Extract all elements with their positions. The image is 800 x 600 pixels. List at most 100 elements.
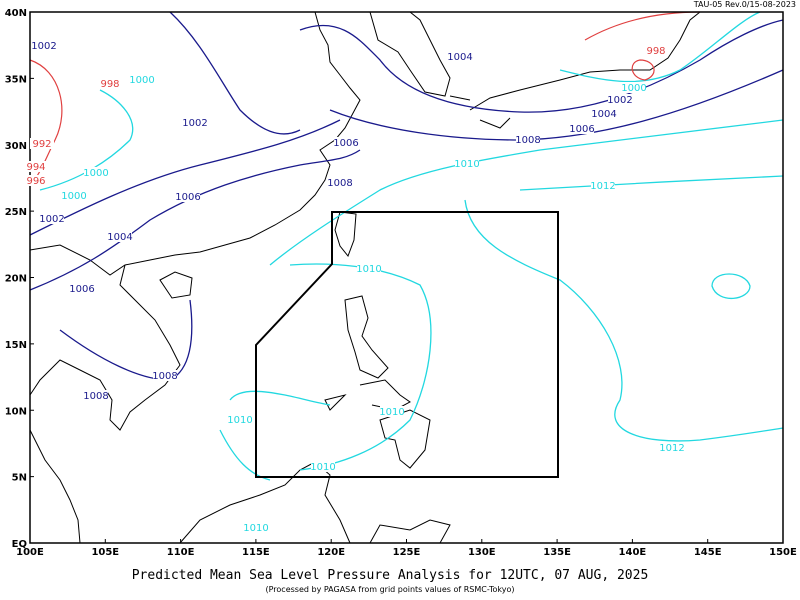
contour-label-bg [608, 94, 632, 105]
isobar [519, 175, 784, 191]
contour-label: 1004 [447, 52, 472, 63]
contour-label: 1010 [454, 159, 479, 170]
contour-label: 1000 [83, 168, 108, 179]
contour-label-bg [228, 414, 252, 425]
contour-label: 1012 [590, 181, 615, 192]
lon-label: 130E [468, 547, 496, 558]
lon-label: 140E [619, 547, 647, 558]
contour-label-bg [30, 138, 54, 149]
contour-label: 1008 [327, 178, 352, 189]
isobar [219, 390, 331, 481]
isobar [711, 273, 751, 300]
coast-indochina [29, 264, 181, 544]
coast-japan [449, 11, 701, 129]
lon-label: 100E [16, 547, 44, 558]
coast-asia [29, 11, 361, 276]
revision-label: TAU-05 Rev.0/15-08-2023 [693, 0, 796, 9]
map-title: Predicted Mean Sea Level Pressure Analys… [132, 568, 649, 583]
contour-label-bg [108, 231, 132, 242]
contour-label: 1000 [129, 75, 154, 86]
contour-label-bg [70, 283, 94, 294]
isobar [559, 11, 761, 83]
contour-label: 998 [646, 46, 665, 57]
contour-label: 1004 [591, 109, 616, 120]
contour-label: 1002 [39, 214, 64, 225]
lat-label: 35N [5, 74, 27, 85]
contour-label-bg [334, 137, 358, 148]
contour-label: 1002 [31, 41, 56, 52]
contour-label: 1004 [107, 232, 132, 243]
contour-label-bg [660, 442, 684, 453]
lat-label: 30N [5, 141, 27, 152]
coast-korea [369, 11, 451, 97]
lon-label: 135E [543, 547, 571, 558]
contour-label: 994 [26, 162, 45, 173]
contour-label-bg [32, 40, 56, 51]
contour-label: 1006 [569, 124, 594, 135]
isobar [299, 19, 784, 113]
contour-label: 992 [32, 139, 51, 150]
contour-label: 1006 [175, 192, 200, 203]
contour-label-bg [592, 108, 616, 119]
contour-label-bg [40, 213, 64, 224]
lon-label: 150E [769, 547, 797, 558]
contour-label: 1000 [621, 83, 646, 94]
isobar [29, 119, 341, 236]
contour-label: 1008 [515, 135, 540, 146]
contour-label-bg [24, 175, 48, 186]
contour-label: 1008 [152, 371, 177, 382]
isobar [464, 199, 784, 442]
lon-label: 120E [317, 547, 345, 558]
contour-label: 1010 [243, 523, 268, 534]
map-subtitle: (Processed by PAGASA from grid points va… [265, 585, 514, 594]
contour-label-bg [622, 82, 646, 93]
lat-label: 40N [5, 8, 27, 19]
lat-label: 5N [12, 473, 27, 484]
contour-label: 998 [100, 79, 119, 90]
contour-label: 996 [26, 176, 45, 187]
contour-label-bg [153, 370, 177, 381]
isobar [289, 263, 432, 471]
contour-label-bg [380, 406, 404, 417]
contour-label: 1010 [356, 264, 381, 275]
contour-label: 1002 [182, 118, 207, 129]
lon-label: 115E [242, 547, 270, 558]
contour-label-bg [311, 461, 335, 472]
contour-label: 1002 [607, 95, 632, 106]
contour-label-bg [328, 177, 352, 188]
lat-label: EQ [12, 539, 27, 550]
coast-taiwan [334, 211, 357, 257]
contour-label-bg [130, 74, 154, 85]
contour-label-bg [357, 263, 381, 274]
contour-label: 1006 [333, 138, 358, 149]
contour-label-bg [84, 167, 108, 178]
contour-label-bg [24, 161, 48, 172]
contour-label-bg [591, 180, 615, 191]
lon-label: 145E [694, 547, 722, 558]
contour-label-bg [62, 190, 86, 201]
contour-label-bg [84, 390, 108, 401]
contour-label: 1010 [227, 415, 252, 426]
coast-hainan [159, 271, 193, 299]
lon-label: 125E [393, 547, 421, 558]
contour-label: 1000 [61, 191, 86, 202]
contour-label-bg [183, 117, 207, 128]
par-boundary [255, 211, 559, 478]
lat-label: 20N [5, 274, 27, 285]
coast-luzon [344, 295, 389, 379]
contour-label-bg [448, 51, 472, 62]
contour-label-bg [98, 78, 122, 89]
contour-label-bg [244, 522, 268, 533]
contour-label: 1012 [659, 443, 684, 454]
contour-label-bg [516, 134, 540, 145]
contour-label-bg [570, 123, 594, 134]
contour-label: 1008 [83, 391, 108, 402]
isobar [169, 11, 301, 135]
contour-label: 1006 [69, 284, 94, 295]
contour-label-bg [644, 45, 668, 56]
lat-label: 10N [5, 406, 27, 417]
contour-label: 1010 [379, 407, 404, 418]
isobar [39, 89, 134, 191]
